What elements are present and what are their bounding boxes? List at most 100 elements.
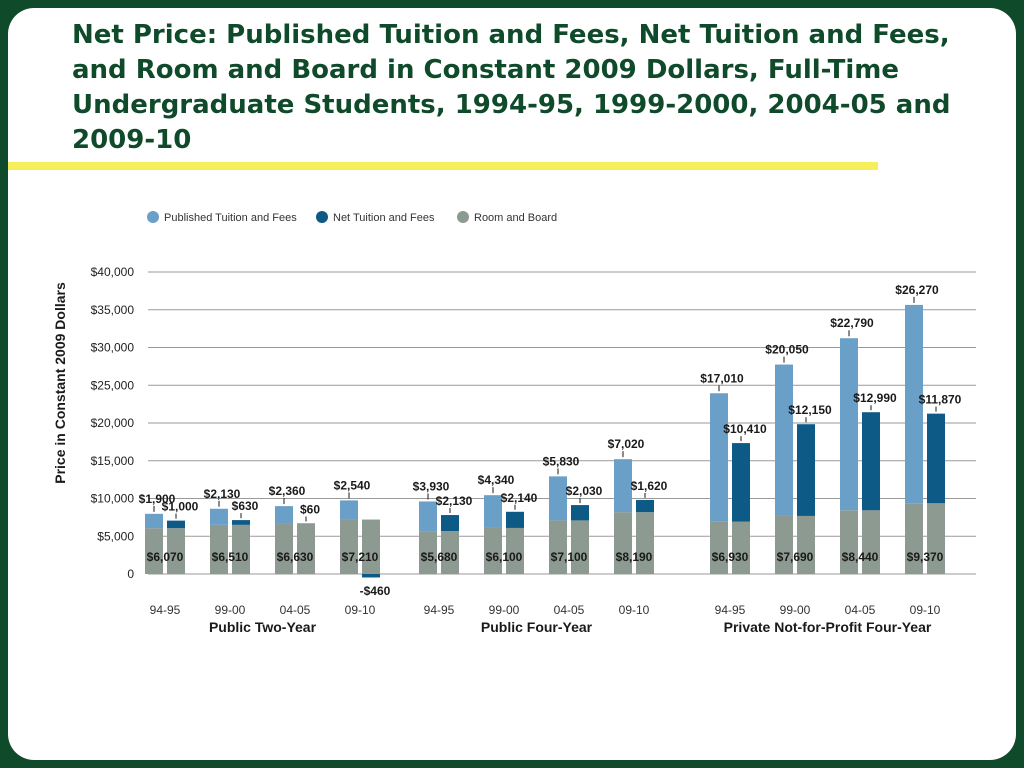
value-label-net: $11,870 <box>919 393 962 407</box>
legend-marker <box>316 211 328 223</box>
x-tick-label: 09-10 <box>345 603 376 617</box>
value-label-net: $60 <box>300 502 320 516</box>
bar-room-board <box>232 524 250 574</box>
bar-published-tuition <box>145 513 163 529</box>
bar-published-tuition <box>340 500 358 520</box>
bar-published-tuition <box>210 508 228 525</box>
value-label-net: -$460 <box>360 584 391 598</box>
group-label: Public Four-Year <box>481 619 593 635</box>
bar-published-tuition <box>275 506 293 524</box>
value-label-room-board: $6,510 <box>212 550 249 564</box>
y-tick-label: $25,000 <box>91 378 135 392</box>
x-tick-label: 99-00 <box>215 603 246 617</box>
x-tick-label: 09-10 <box>619 603 650 617</box>
bar-room-board <box>710 521 728 574</box>
value-label-net: $10,410 <box>723 422 767 436</box>
value-label-published: $1,900 <box>139 492 176 506</box>
bar-room-board <box>145 528 163 574</box>
value-label-room-board: $8,440 <box>842 550 879 564</box>
value-label-published: $26,270 <box>895 283 939 297</box>
value-label-published: $22,790 <box>830 316 874 330</box>
value-label-room-board: $5,680 <box>421 550 458 564</box>
y-tick-label: $30,000 <box>91 341 135 355</box>
bar-published-tuition <box>710 393 728 522</box>
value-label-net: $2,140 <box>501 491 538 505</box>
value-label-net: $2,030 <box>566 484 603 498</box>
bar-room-board <box>797 515 815 574</box>
group-label: Private Not-for-Profit Four-Year <box>724 619 932 635</box>
bar-net-tuition <box>927 413 945 504</box>
value-label-published: $2,540 <box>334 478 371 492</box>
bar-room-board <box>275 523 293 574</box>
value-label-net: $1,620 <box>631 479 668 493</box>
y-axis-label: Price in Constant 2009 Dollars <box>52 282 68 484</box>
bar-room-board <box>167 528 185 574</box>
bar-room-board <box>905 503 923 574</box>
bar-published-tuition <box>614 459 632 513</box>
x-tick-label: 04-05 <box>554 603 585 617</box>
bar-net-tuition <box>636 499 654 513</box>
x-tick-label: 09-10 <box>910 603 941 617</box>
bar-published-tuition <box>549 476 567 521</box>
bar-published-tuition <box>840 338 858 511</box>
value-label-room-board: $7,100 <box>551 550 588 564</box>
bar-room-board <box>506 527 524 574</box>
value-label-room-board: $6,630 <box>277 550 314 564</box>
legend-label: Net Tuition and Fees <box>333 212 435 224</box>
bar-net-tuition <box>797 424 815 516</box>
bar-room-board <box>614 512 632 574</box>
x-tick-label: 94-95 <box>424 603 455 617</box>
accent-bar <box>8 162 878 170</box>
value-label-published: $17,010 <box>700 371 744 385</box>
y-tick-label: $5,000 <box>97 529 134 543</box>
legend-label: Published Tuition and Fees <box>164 212 297 224</box>
value-label-room-board: $6,070 <box>147 550 184 564</box>
bar-net-tuition <box>232 520 250 525</box>
value-label-published: $7,020 <box>608 437 645 451</box>
bar-room-board <box>484 527 502 574</box>
bar-net-tuition <box>506 511 524 528</box>
bar-room-board <box>419 531 437 574</box>
bar-room-board <box>775 515 793 574</box>
value-label-net: $2,130 <box>436 494 473 508</box>
slide: Net Price: Published Tuition and Fees, N… <box>8 8 1016 760</box>
bar-net-tuition <box>167 520 185 529</box>
bar-room-board <box>927 503 945 574</box>
bar-room-board <box>210 524 228 574</box>
value-label-published: $5,830 <box>543 454 580 468</box>
bar-net-tuition <box>732 443 750 522</box>
value-label-published: $2,130 <box>204 487 241 501</box>
value-label-room-board: $6,930 <box>712 550 749 564</box>
value-label-net: $12,150 <box>788 403 832 417</box>
value-label-published: $3,930 <box>413 479 450 493</box>
y-tick-label: $10,000 <box>91 492 135 506</box>
bar-room-board <box>441 531 459 574</box>
bar-room-board <box>840 510 858 574</box>
x-tick-label: 04-05 <box>845 603 876 617</box>
value-label-published: $4,340 <box>478 473 515 487</box>
x-tick-label: 99-00 <box>489 603 520 617</box>
value-label-net: $12,990 <box>853 391 897 405</box>
bar-room-board <box>549 520 567 574</box>
x-tick-label: 94-95 <box>150 603 181 617</box>
bar-room-board <box>571 520 589 574</box>
value-label-published: $20,050 <box>765 343 809 357</box>
x-tick-label: 04-05 <box>280 603 311 617</box>
bar-published-tuition <box>905 304 923 504</box>
value-label-room-board: $7,210 <box>342 550 379 564</box>
value-label-room-board: $6,100 <box>486 550 523 564</box>
legend-marker <box>147 211 159 223</box>
bar-net-tuition <box>862 412 880 511</box>
bar-room-board <box>636 512 654 574</box>
value-label-room-board: $8,190 <box>616 550 653 564</box>
y-tick-label: $40,000 <box>91 265 135 279</box>
y-tick-label: $35,000 <box>91 303 135 317</box>
y-tick-label: 0 <box>127 567 134 581</box>
bar-net-tuition <box>571 505 589 521</box>
value-label-room-board: $7,690 <box>777 550 814 564</box>
bar-net-tuition <box>441 515 459 532</box>
x-tick-label: 99-00 <box>780 603 811 617</box>
x-tick-label: 94-95 <box>715 603 746 617</box>
bar-published-tuition <box>484 495 502 528</box>
group-label: Public Two-Year <box>209 619 317 635</box>
